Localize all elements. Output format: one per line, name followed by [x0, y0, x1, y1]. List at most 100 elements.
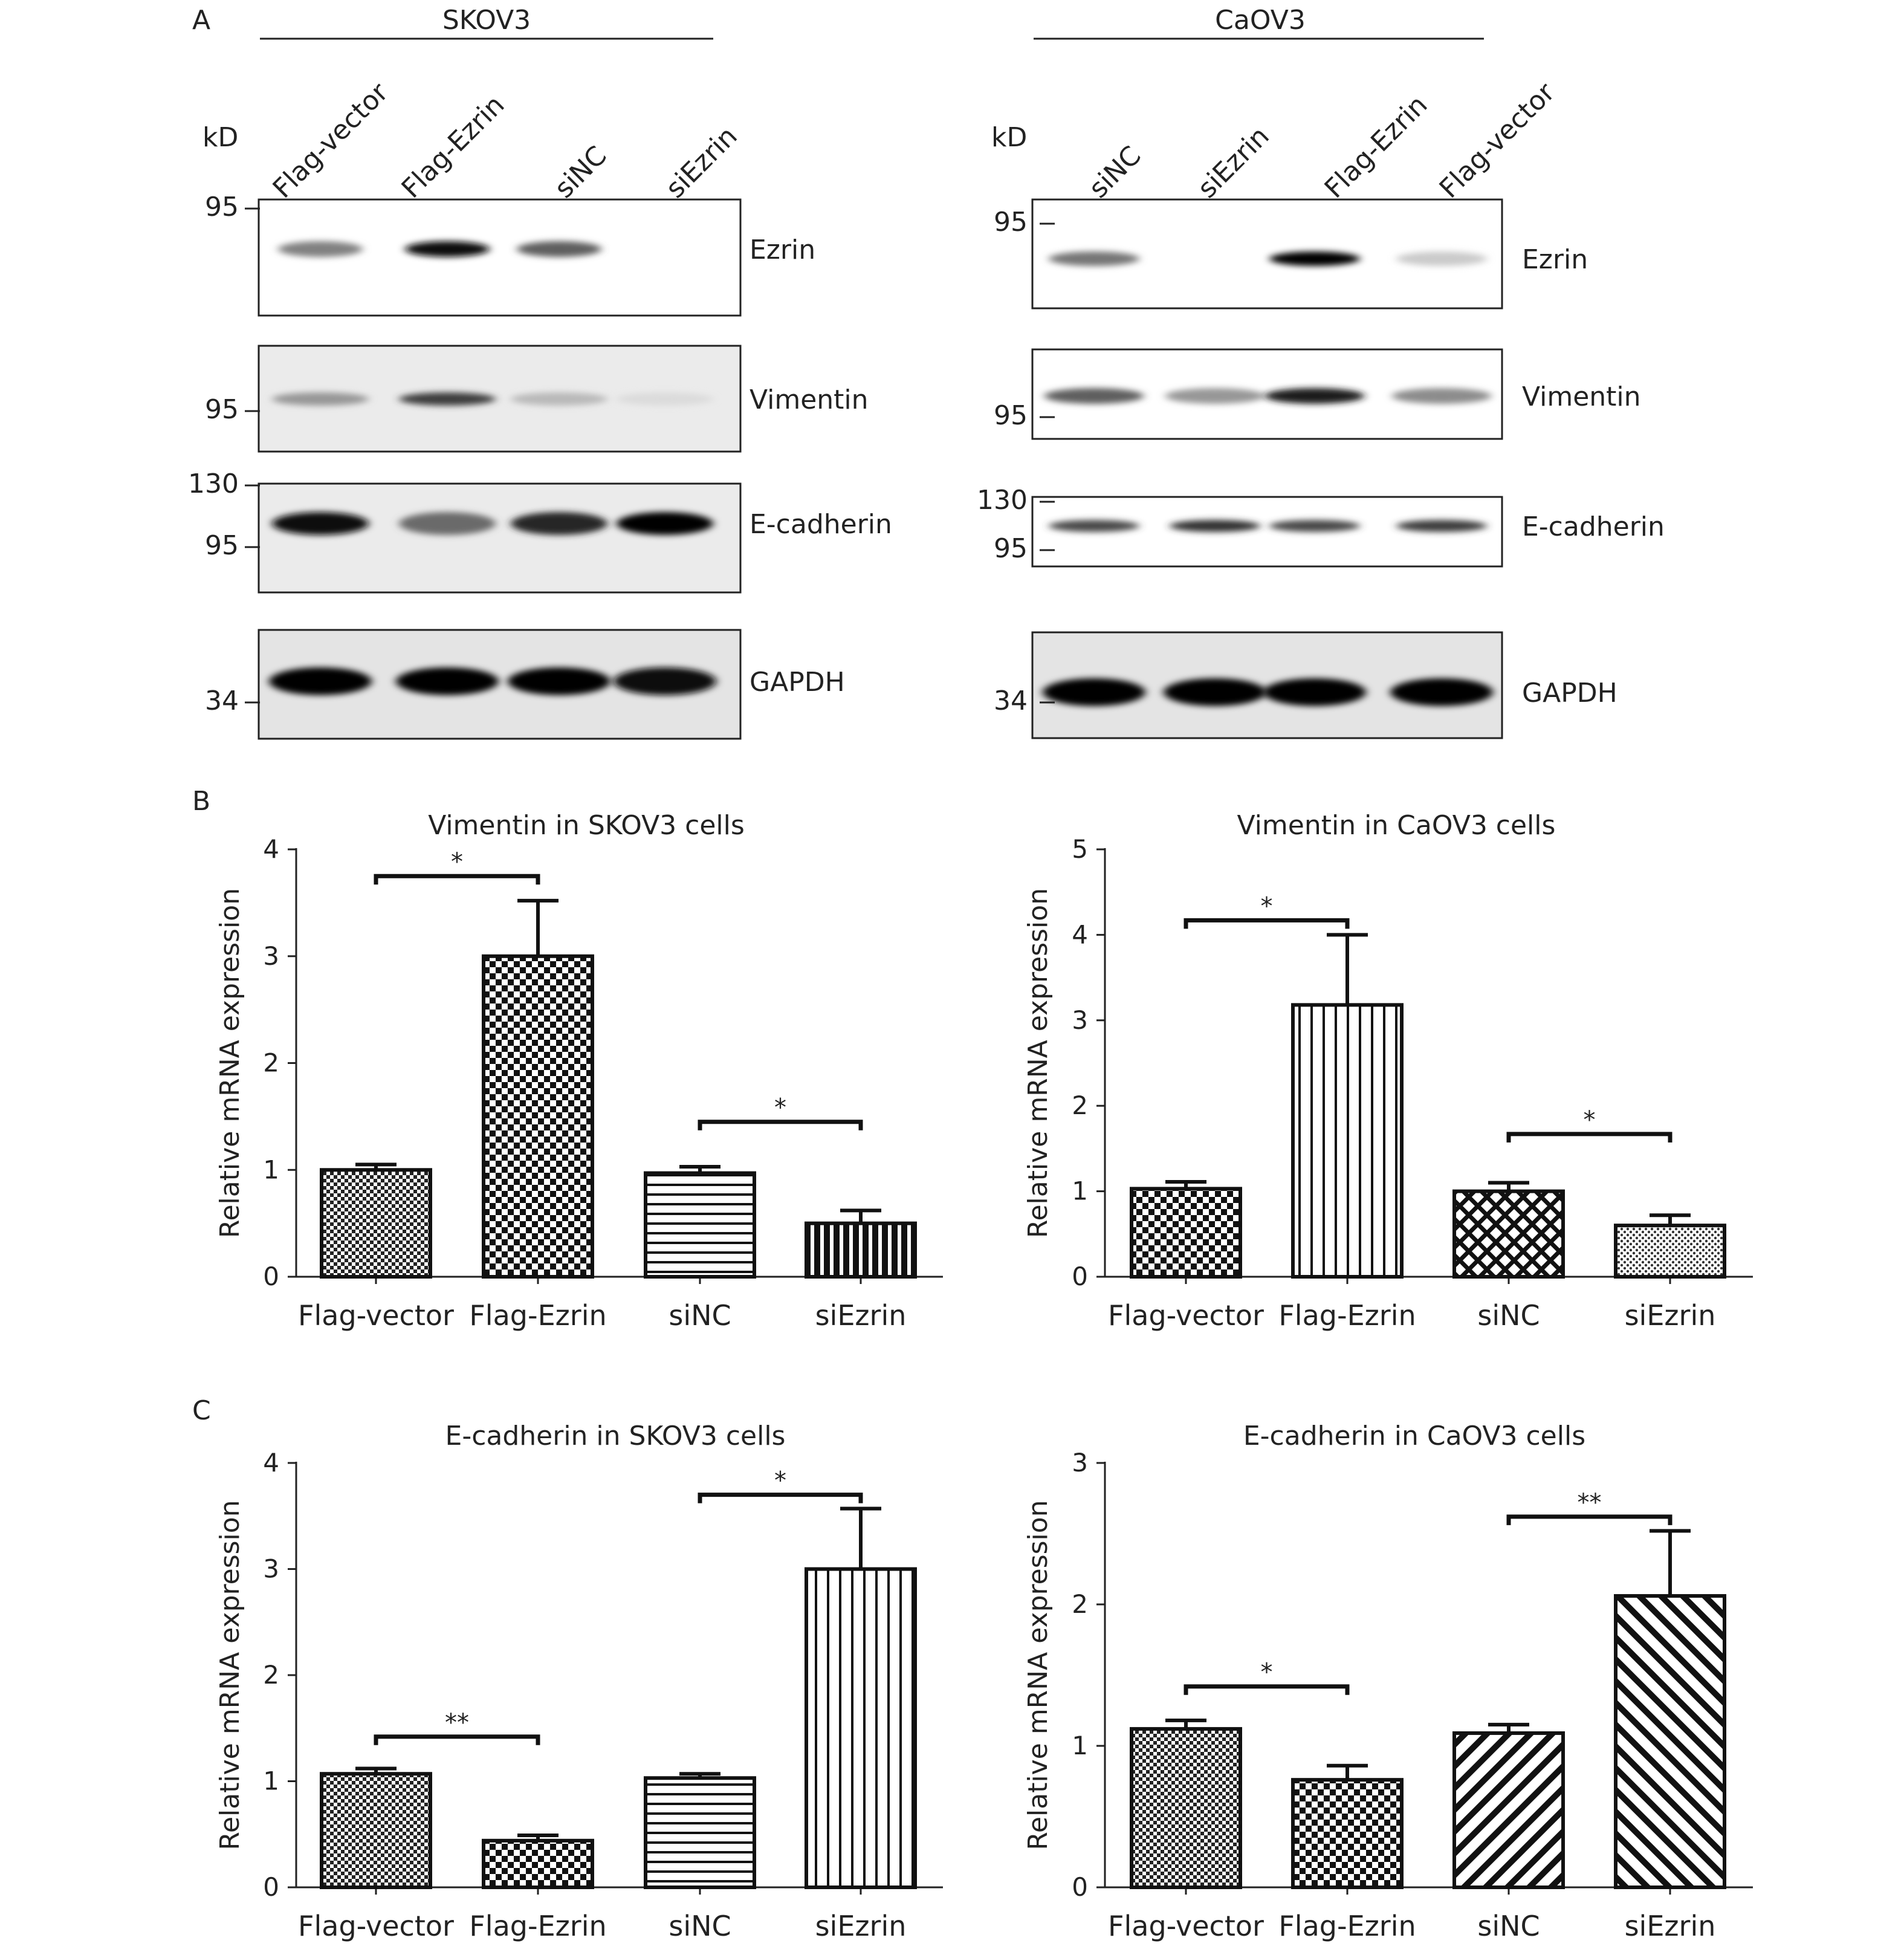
y-tick-label: 4: [263, 834, 279, 864]
y-tick-label: 2: [1072, 1091, 1088, 1120]
band-ezrin-flag-ezrin: [405, 241, 490, 257]
marker-label: 95: [994, 533, 1028, 564]
protein-label-gapdh: GAPDH: [1522, 678, 1617, 708]
marker-label: 95: [994, 207, 1028, 238]
significance-bracket: [374, 874, 540, 885]
bar-siezrin: [805, 1567, 917, 1889]
blot-frame: [1031, 496, 1503, 568]
y-axis-label: Relative mRNA expression: [215, 1500, 245, 1850]
y-tick-label: 3: [263, 1554, 279, 1584]
chart-title: E-cadherin in CaOV3 cells: [1243, 1421, 1585, 1451]
significance-bracket: [698, 1120, 863, 1130]
marker-label: 130: [977, 485, 1028, 516]
chart-vimentin-caov3: Vimentin in CaOV3 cells Relative mRNA exp…: [1023, 810, 1753, 1332]
chart-ecadherin-skov3: E-cadherin in SKOV3 cells Relative mRNA e…: [215, 1421, 943, 1942]
band-ezrin-flag-ezrin: [1269, 251, 1360, 266]
blot-row-e-cadherin: E-cadherin 130 95: [188, 469, 892, 594]
bar-flag-ezrin: [1291, 1003, 1404, 1279]
y-tick-label: 1: [1072, 1731, 1088, 1760]
x-tick-label-siezrin: siEzrin: [1625, 1299, 1716, 1332]
blot-frame: [257, 198, 742, 317]
y-tick-label: 4: [1072, 919, 1088, 949]
chart-title: E-cadherin in SKOV3 cells: [445, 1421, 786, 1451]
marker-label: 95: [205, 192, 239, 222]
protein-label-ezrin: Ezrin: [750, 235, 815, 265]
bar-flag-ezrin: [1291, 1778, 1404, 1889]
bar-flag-ezrin: [482, 1838, 594, 1890]
band-gapdh-siezrin: [1164, 678, 1266, 706]
y-axis-label: Relative mRNA expression: [1023, 888, 1054, 1238]
marker-label: 34: [994, 686, 1028, 716]
bar-sinc: [1452, 1731, 1565, 1889]
x-tick-label-sinc: siNC: [669, 1910, 731, 1942]
y-tick-label: 2: [1072, 1589, 1088, 1619]
band-e-cadherin-siezrin: [1170, 520, 1260, 532]
band-vimentin-flag-vector: [272, 392, 369, 406]
cell-line-label: CaOV3: [1215, 5, 1306, 36]
kd-label: kD: [991, 122, 1027, 153]
protein-label-e-cadherin: E-cadherin: [1522, 511, 1665, 542]
band-ezrin-sinc: [1049, 251, 1139, 266]
significance-label: **: [445, 1709, 469, 1737]
cell-line-label: SKOV3: [442, 5, 531, 36]
x-tick-label-flag-ezrin: Flag-Ezrin: [469, 1299, 606, 1332]
y-tick-label: 0: [1072, 1262, 1088, 1291]
lane-label-sinc: siNC: [1083, 140, 1147, 204]
bar-siezrin: [805, 1221, 917, 1279]
panel-label-b: B: [192, 786, 210, 817]
x-tick-label-flag-vector: Flag-vector: [298, 1910, 454, 1942]
y-tick-label: 0: [263, 1872, 279, 1902]
protein-label-vimentin: Vimentin: [750, 384, 869, 415]
band-gapdh-sinc: [1043, 678, 1145, 706]
panel-label-a: A: [192, 5, 210, 36]
significance-label: *: [774, 1467, 786, 1495]
significance-bracket: [1506, 1132, 1672, 1143]
lane-label-flag-ezrin: Flag-Ezrin: [396, 89, 511, 204]
y-axis-label: Relative mRNA expression: [1023, 1500, 1054, 1850]
marker-label: 95: [205, 530, 239, 561]
band-gapdh-sinc: [508, 667, 610, 695]
band-vimentin-siezrin: [617, 392, 713, 406]
y-tick-label: 5: [1072, 834, 1088, 864]
bar-flag-vector: [1130, 1727, 1242, 1889]
significance-label: **: [1578, 1489, 1602, 1517]
protein-label-ezrin: Ezrin: [1522, 244, 1588, 275]
bar-siezrin: [1614, 1224, 1726, 1279]
band-vimentin-flag-vector: [1391, 388, 1492, 404]
bar-flag-vector: [1130, 1187, 1242, 1279]
protein-label-gapdh: GAPDH: [750, 667, 845, 698]
chart-ecadherin-caov3: E-cadherin in CaOV3 cells Relative mRNA e…: [1023, 1421, 1753, 1942]
band-vimentin-siezrin: [1165, 388, 1265, 404]
blot-row-gapdh: GAPDH 34: [994, 631, 1617, 739]
y-tick-label: 3: [1072, 1448, 1088, 1477]
bar-sinc: [1452, 1189, 1565, 1279]
y-tick-label: 3: [263, 941, 279, 971]
marker-label: 95: [205, 394, 239, 425]
chart-title: Vimentin in SKOV3 cells: [428, 810, 745, 841]
band-vimentin-sinc: [1044, 388, 1144, 404]
bar-flag-vector: [320, 1168, 432, 1279]
band-e-cadherin-siezrin: [617, 512, 713, 535]
y-tick-label: 3: [1072, 1005, 1088, 1035]
blot-row-ezrin: Ezrin 95: [205, 192, 815, 317]
x-tick-label-flag-vector: Flag-vector: [1108, 1299, 1264, 1332]
significance-label: *: [774, 1094, 786, 1122]
protein-label-vimentin: Vimentin: [1522, 381, 1641, 412]
band-e-cadherin-flag-ezrin: [1269, 520, 1360, 532]
x-tick-label-flag-ezrin: Flag-Ezrin: [1278, 1299, 1416, 1332]
lane-label-flag-vector: Flag-vector: [267, 77, 395, 204]
significance-label: *: [451, 848, 463, 876]
band-ezrin-sinc: [517, 241, 601, 257]
blot-frame: [257, 482, 742, 594]
blot-row-gapdh: GAPDH 34: [205, 629, 845, 740]
significance-bracket: [1184, 918, 1350, 929]
panel-label-c: C: [192, 1395, 211, 1426]
y-tick-label: 0: [263, 1262, 279, 1291]
y-tick-label: 0: [1072, 1872, 1088, 1902]
blot-row-vimentin: Vimentin 95: [205, 345, 869, 453]
marker-label: 95: [994, 400, 1028, 431]
band-e-cadherin-sinc: [511, 512, 607, 535]
